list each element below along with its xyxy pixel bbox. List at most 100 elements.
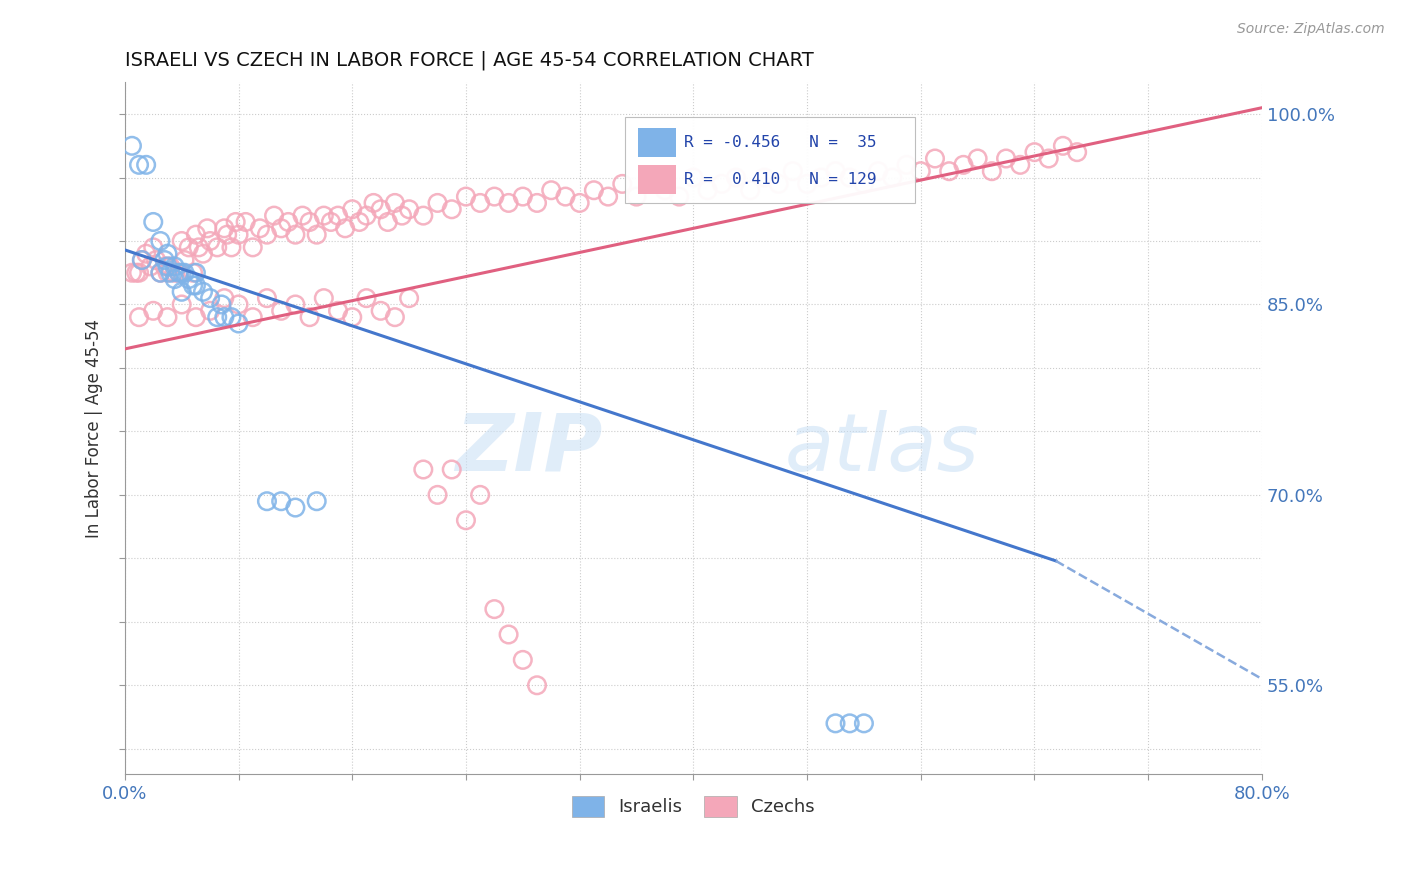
Point: [298, 215, 321, 229]
Point: [377, 215, 399, 229]
Point: [242, 310, 264, 325]
Point: [412, 462, 434, 476]
Point: [319, 215, 342, 229]
Point: [181, 266, 204, 280]
Point: [782, 164, 804, 178]
Point: [426, 196, 449, 211]
Point: [221, 310, 243, 325]
Point: [277, 215, 299, 229]
Point: [966, 152, 988, 166]
Point: [159, 260, 181, 274]
Point: [235, 215, 257, 229]
Point: [284, 297, 307, 311]
Point: [128, 310, 150, 325]
Point: [512, 653, 534, 667]
Point: [696, 183, 718, 197]
Point: [156, 246, 179, 260]
Point: [228, 317, 250, 331]
Point: [211, 297, 233, 311]
Point: [156, 260, 179, 274]
Point: [333, 221, 356, 235]
Point: [270, 303, 292, 318]
Point: [149, 234, 172, 248]
Point: [1066, 145, 1088, 160]
Point: [163, 272, 186, 286]
Point: [398, 202, 420, 217]
Point: [312, 291, 335, 305]
Point: [1010, 158, 1032, 172]
Point: [710, 177, 733, 191]
Point: [195, 221, 218, 235]
Point: [214, 291, 236, 305]
Text: atlas: atlas: [785, 410, 979, 488]
Point: [1024, 145, 1046, 160]
Point: [724, 170, 747, 185]
Point: [526, 678, 548, 692]
FancyBboxPatch shape: [638, 128, 676, 157]
Point: [596, 189, 619, 203]
Point: [128, 266, 150, 280]
Point: [540, 183, 562, 197]
Point: [198, 303, 221, 318]
Legend: Israelis, Czechs: Israelis, Czechs: [565, 789, 823, 824]
Point: [896, 158, 918, 172]
Point: [173, 253, 195, 268]
Text: R =  0.410   N = 129: R = 0.410 N = 129: [685, 171, 877, 186]
Point: [426, 488, 449, 502]
Point: [342, 202, 364, 217]
Point: [342, 310, 364, 325]
Point: [626, 189, 648, 203]
Point: [184, 266, 207, 280]
Point: [142, 240, 165, 254]
Point: [305, 494, 328, 508]
Point: [910, 164, 932, 178]
Point: [568, 196, 591, 211]
Point: [938, 164, 960, 178]
Point: [149, 266, 172, 280]
Point: [145, 253, 167, 268]
Point: [1052, 138, 1074, 153]
Point: [810, 170, 832, 185]
Point: [228, 297, 250, 311]
Point: [470, 196, 492, 211]
Point: [440, 462, 463, 476]
Point: [270, 494, 292, 508]
Point: [149, 266, 172, 280]
Point: [163, 260, 186, 274]
Point: [868, 164, 890, 178]
Point: [305, 227, 328, 242]
Point: [995, 152, 1018, 166]
Point: [263, 209, 285, 223]
Point: [177, 240, 200, 254]
Point: [454, 189, 477, 203]
Point: [139, 260, 162, 274]
Point: [156, 266, 179, 280]
Point: [852, 177, 875, 191]
Point: [125, 266, 148, 280]
Point: [173, 266, 195, 280]
Point: [740, 183, 762, 197]
Point: [440, 202, 463, 217]
Point: [181, 278, 204, 293]
Point: [952, 158, 974, 172]
Point: [398, 291, 420, 305]
Point: [187, 240, 209, 254]
Point: [370, 303, 392, 318]
Point: [184, 278, 207, 293]
Point: [198, 234, 221, 248]
Y-axis label: In Labor Force | Age 45-54: In Labor Force | Age 45-54: [86, 318, 103, 538]
Point: [135, 246, 157, 260]
Point: [167, 266, 190, 280]
Point: [291, 209, 314, 223]
Text: ZIP: ZIP: [456, 410, 602, 488]
Point: [526, 196, 548, 211]
Point: [228, 227, 250, 242]
Point: [824, 164, 846, 178]
Point: [512, 189, 534, 203]
Point: [312, 209, 335, 223]
Point: [214, 310, 236, 325]
Point: [242, 240, 264, 254]
Point: [824, 716, 846, 731]
Point: [796, 177, 818, 191]
Point: [184, 227, 207, 242]
